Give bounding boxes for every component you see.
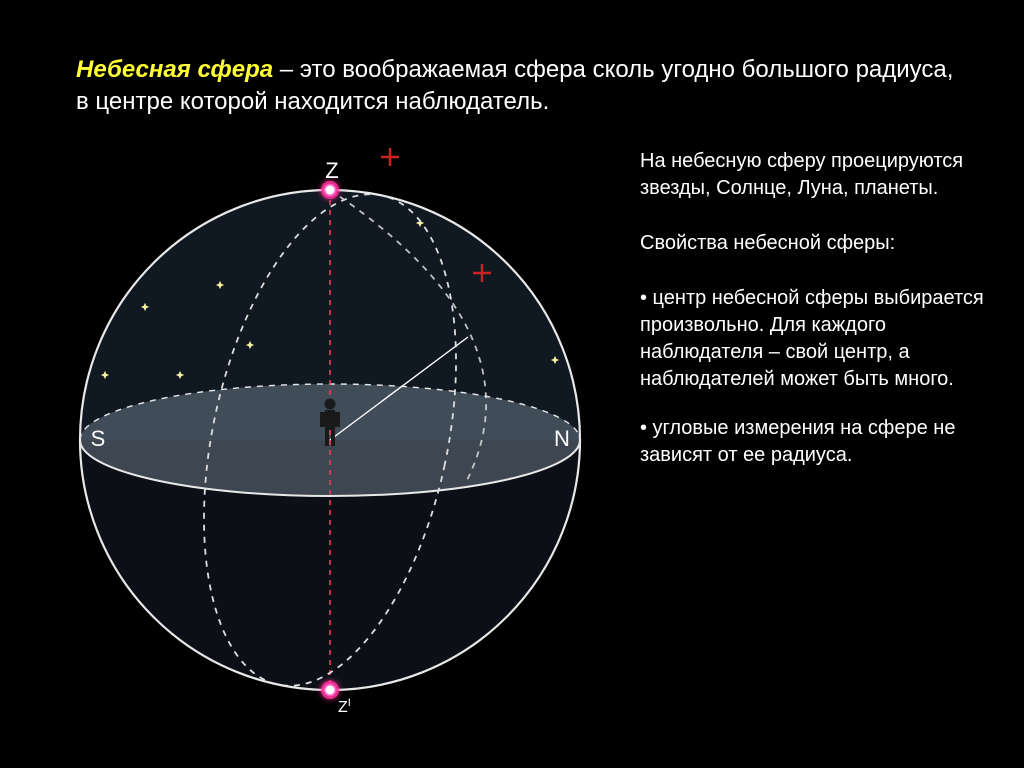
- diagram-svg: Z ZI S N: [30, 135, 620, 745]
- heading-term: Небесная сфера: [76, 56, 273, 83]
- svg-text:S: S: [91, 426, 106, 451]
- celestial-sphere-diagram: Z ZI S N: [30, 135, 620, 745]
- body-para-2: Свойства небесной сферы:: [640, 230, 990, 257]
- body-bullet-2: • угловые измерения на сфере не зависят …: [640, 415, 990, 469]
- body-para-1: На небесную сферу проецируются звезды, С…: [640, 148, 990, 202]
- slide-heading: Небесная сфера – это воображаемая сфера …: [76, 54, 964, 119]
- svg-text:Z: Z: [325, 158, 338, 183]
- svg-text:N: N: [554, 426, 570, 451]
- body-bullet-1: • центр небесной сферы выбирается произв…: [640, 285, 990, 393]
- body-text-block: На небесную сферу проецируются звезды, С…: [640, 148, 990, 491]
- svg-text:ZI: ZI: [338, 697, 351, 716]
